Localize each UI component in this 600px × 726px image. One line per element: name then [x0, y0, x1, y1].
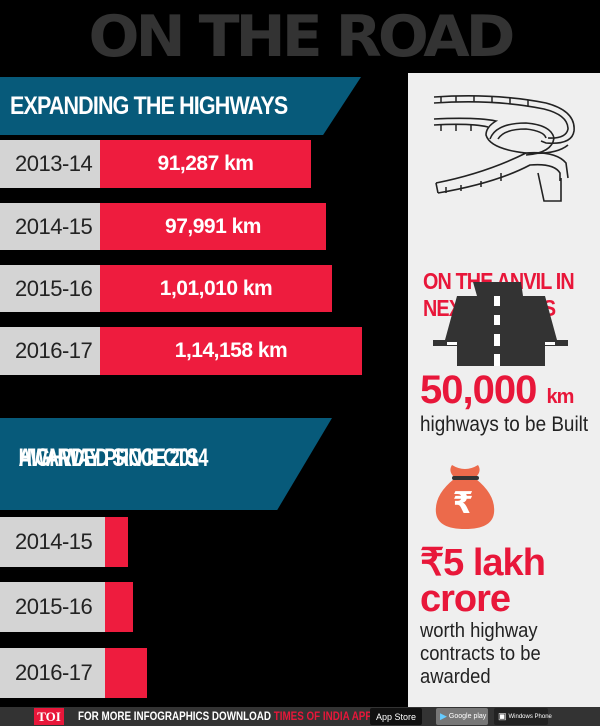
footer-promo-text: FOR MORE INFOGRAPHICS DOWNLOAD TIMES OF …: [78, 709, 372, 723]
stat-contracts-desc: worth highway contracts to be awarded: [420, 620, 541, 688]
bar-label: 2014-15: [0, 203, 100, 250]
bar-label: 2013-14: [0, 140, 100, 188]
google-play-badge[interactable]: ▶ Google play: [436, 708, 488, 725]
bar-row: 2015-16: [0, 582, 133, 632]
bar-row: 2016-17 1,14,158 km: [0, 327, 362, 375]
money-bag-rupee-icon: ₹: [435, 465, 495, 529]
bar: [105, 582, 133, 632]
toi-logo: TOI: [34, 708, 64, 725]
stat-highways-desc: highways to be Built: [420, 413, 589, 436]
bar-label: 2016-17: [0, 648, 105, 698]
windows-phone-badge[interactable]: ▣ Windows Phone: [494, 708, 552, 725]
bar: 1,14,158 km: [100, 327, 362, 375]
windows-icon: ▣: [498, 711, 507, 721]
road-icon: [433, 282, 568, 366]
svg-text:₹: ₹: [453, 486, 474, 521]
bar-row: 2014-15 97,991 km: [0, 203, 326, 250]
bar: [105, 517, 128, 567]
flyover-icon: [433, 95, 575, 202]
bar-row: 2014-15: [0, 517, 128, 567]
bar: 91,287 km: [100, 140, 311, 188]
bar-row: 2016-17: [0, 648, 147, 698]
stat-contracts: ₹5 lakh crore: [420, 542, 546, 620]
page-title: ON THE ROAD: [88, 3, 516, 71]
bar: [105, 648, 147, 698]
section-heading-projects: HIGHWAY PROJECTS AWARDED SINCE 2014: [0, 418, 332, 510]
bar-row: 2015-16 1,01,010 km: [0, 265, 332, 312]
side-panel: ON THE ANVIL IN NEXT 2 YEARS 50,000 km h…: [408, 73, 600, 707]
footer-bar: TOI FOR MORE INFOGRAPHICS DOWNLOAD TIMES…: [0, 707, 600, 726]
bar-label: 2016-17: [0, 327, 100, 375]
bar-label: 2015-16: [0, 265, 100, 312]
bar-label: 2014-15: [0, 517, 105, 567]
bar-row: 2013-14 91,287 km: [0, 140, 311, 188]
app-store-badge[interactable]: App Store: [370, 708, 422, 725]
play-icon: ▶: [440, 711, 447, 721]
bar: 97,991 km: [100, 203, 326, 250]
section-heading-highways: EXPANDING THE HIGHWAYS: [0, 77, 361, 135]
bar: 1,01,010 km: [100, 265, 332, 312]
stat-highways: 50,000 km: [420, 368, 574, 412]
bar-label: 2015-16: [0, 582, 105, 632]
